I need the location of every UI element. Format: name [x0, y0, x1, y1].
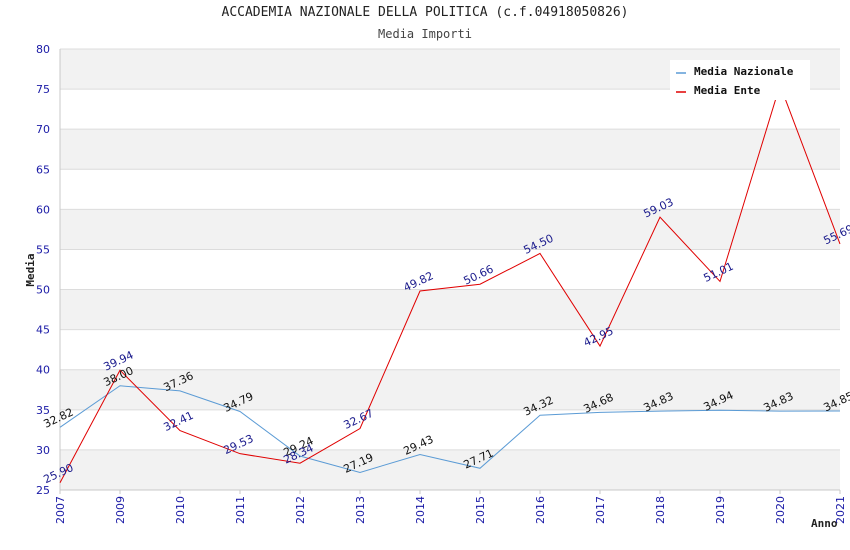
grid-bands [60, 49, 840, 490]
grid-band [60, 449, 840, 490]
chart-subtitle: Media Importi [378, 27, 472, 41]
x-tick-label: 2011 [234, 496, 247, 524]
y-tick-label: 65 [36, 163, 50, 176]
x-tick-label: 2010 [174, 496, 187, 524]
series-line-media-nazionale [59, 385, 841, 473]
x-tick-label: 2018 [654, 496, 667, 524]
grid-band [60, 369, 840, 410]
y-tick-label: 50 [36, 284, 50, 297]
x-tick-labels: 2007 2009 2010 2011 2012 2013 2014 2015 2016 2017… [54, 496, 847, 524]
y-tick-label: 60 [36, 203, 50, 216]
y-axis-label: Media [24, 253, 37, 286]
x-tick-label: 2014 [414, 496, 427, 524]
data-label-media-ente: 51.01 [701, 260, 735, 285]
grid-band [60, 209, 840, 250]
y-tick-label: 30 [36, 444, 50, 457]
x-tick-label: 2012 [294, 496, 307, 524]
axes [59, 49, 841, 494]
x-tick-label: 2020 [774, 496, 787, 524]
y-tick-label: 75 [36, 83, 50, 96]
legend-box [670, 60, 810, 100]
x-tick-label: 2017 [594, 496, 607, 524]
x-tick-label: 2013 [354, 496, 367, 524]
x-tick-label: 2019 [714, 496, 727, 524]
x-axis-label: Anno [811, 517, 838, 530]
x-tick-label: 2016 [534, 496, 547, 524]
y-tick-label: 45 [36, 324, 50, 337]
series-line-media-ente [59, 83, 841, 484]
x-tick-label: 2015 [474, 496, 487, 524]
chart-title: ACCADEMIA NAZIONALE DELLA POLITICA (c.f.… [221, 5, 629, 20]
y-tick-label: 70 [36, 123, 50, 136]
legend-label-media-ente: Media Ente [694, 84, 761, 97]
y-tick-label: 40 [36, 364, 50, 377]
data-label-media-ente: 32.41 [161, 409, 195, 434]
x-tick-label: 2007 [54, 496, 67, 524]
y-tick-label: 80 [36, 43, 50, 56]
x-tick-label: 2021 [834, 496, 847, 524]
legend-label-media-nazionale: Media Nazionale [694, 65, 794, 78]
grid-band [60, 289, 840, 330]
y-tick-label: 25 [36, 484, 50, 497]
y-tick-label: 55 [36, 243, 50, 256]
data-label-media-ente: 50.66 [461, 263, 495, 288]
data-label-media-ente: 32.67 [341, 407, 375, 432]
legend: Media Nazionale Media Ente [670, 60, 810, 100]
grid-band [60, 129, 840, 170]
x-tick-label: 2009 [114, 496, 127, 524]
y-tick-labels: 25 30 35 40 45 50 55 60 65 70 75 80 [36, 43, 50, 497]
y-tick-label: 35 [36, 404, 50, 417]
series-lines [59, 83, 841, 484]
